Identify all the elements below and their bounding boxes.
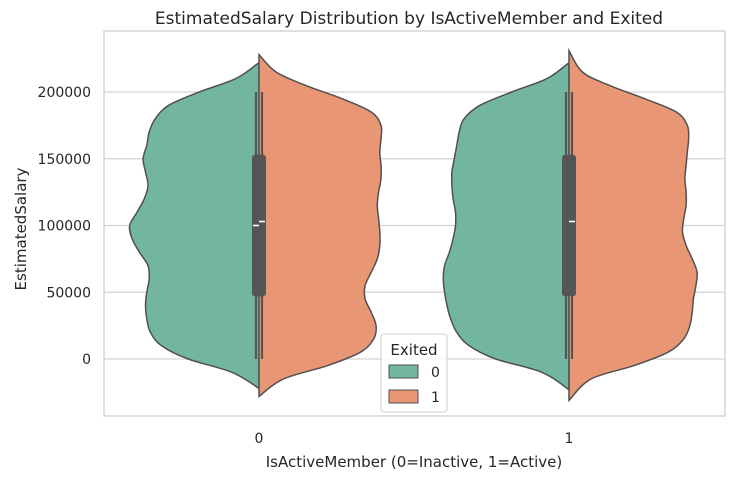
legend-title: Exited (390, 341, 437, 359)
chart-title: EstimatedSalary Distribution by IsActive… (155, 9, 663, 29)
y-tick-label: 0 (82, 352, 91, 368)
x-tick-label: 1 (565, 431, 574, 447)
violin-half-exited-0-active-0 (128, 61, 260, 390)
legend-label-0: 0 (431, 365, 440, 381)
y-tick-label: 100000 (38, 219, 91, 235)
y-tick-label: 50000 (46, 285, 91, 301)
legend: Exited 0 1 (380, 333, 448, 413)
y-tick-label: 150000 (38, 152, 91, 168)
y-tick-label: 200000 (38, 85, 91, 101)
legend-swatch-0 (388, 364, 419, 379)
violin-half-exited-0-active-1 (442, 61, 570, 392)
x-axis-label: IsActiveMember (0=Inactive, 1=Active) (266, 453, 563, 471)
x-tick-label: 0 (255, 431, 264, 447)
violin-half-exited-1-active-0 (258, 52, 383, 398)
violins (128, 47, 698, 403)
violin-half-exited-1-active-1 (568, 47, 698, 403)
legend-swatch-1 (388, 389, 419, 404)
y-tick-labels: 0 50000 100000 150000 200000 (38, 85, 91, 368)
y-axis-label: EstimatedSalary (12, 167, 30, 290)
box-plots (252, 92, 576, 359)
iqr-box (562, 154, 576, 297)
legend-label-1: 1 (431, 390, 440, 406)
